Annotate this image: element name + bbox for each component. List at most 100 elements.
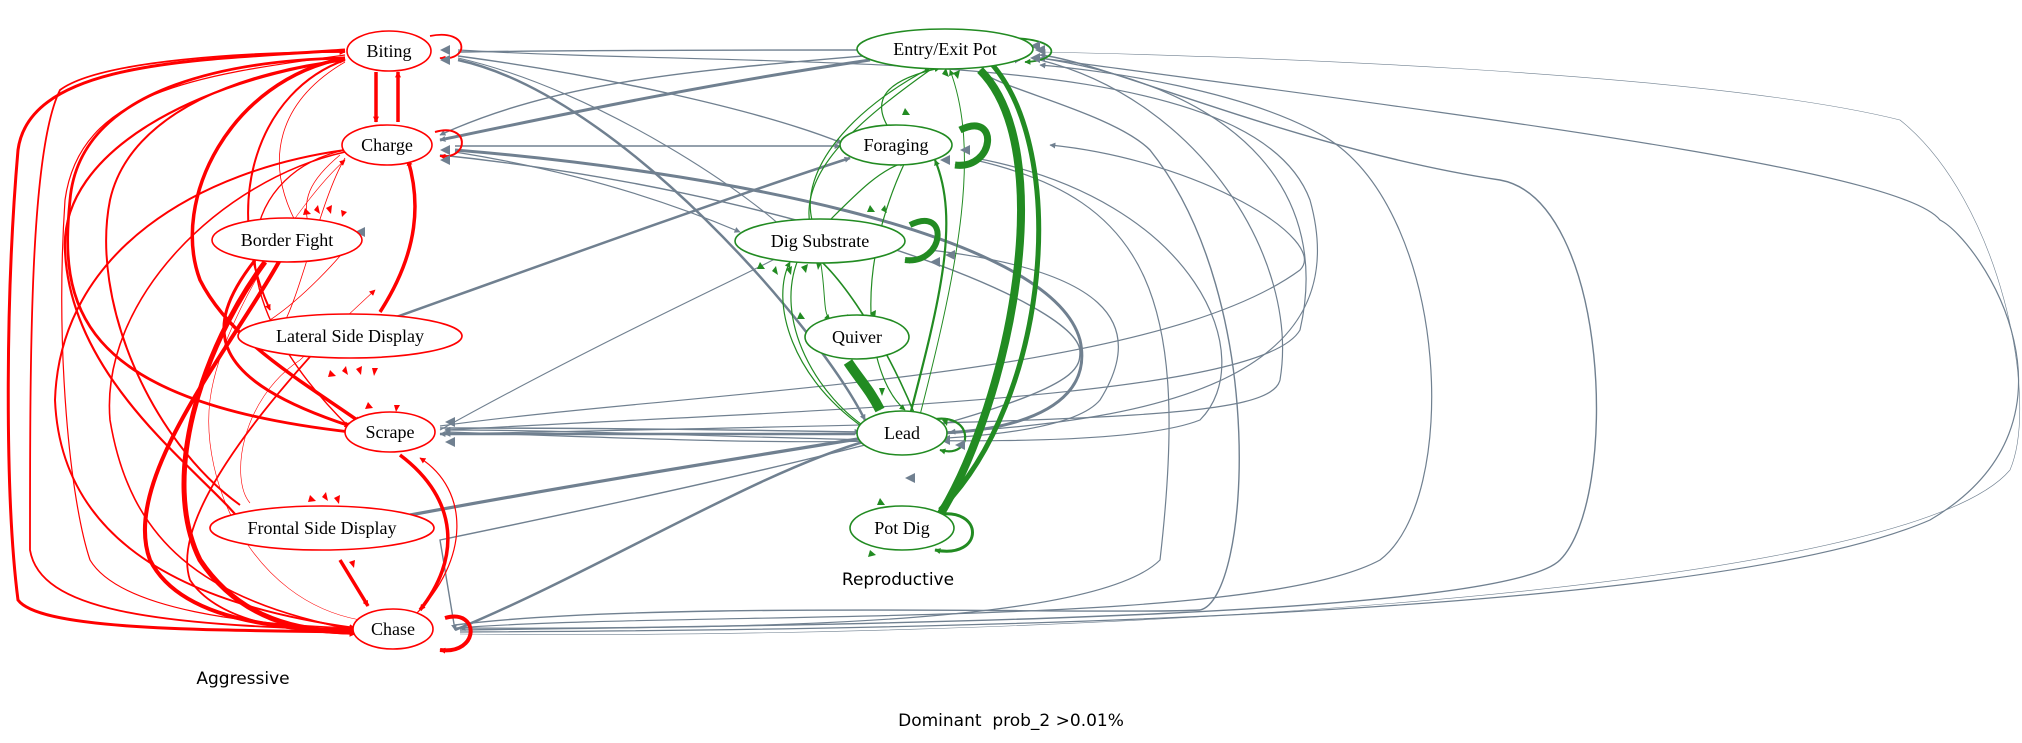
node-ellipse bbox=[734, 218, 906, 264]
aggressive-edges bbox=[6, 33, 473, 654]
edge bbox=[66, 56, 351, 435]
edge bbox=[790, 254, 871, 431]
edge bbox=[439, 249, 791, 431]
edge bbox=[6, 48, 356, 635]
edge bbox=[454, 438, 871, 632]
edge bbox=[938, 60, 1042, 512]
edge bbox=[454, 62, 1433, 629]
node-chase: Chase bbox=[352, 608, 434, 650]
node-label: Foraging bbox=[864, 135, 929, 155]
node-lateral: Lateral Side Display bbox=[237, 313, 463, 359]
node-ellipse bbox=[856, 28, 1034, 70]
node-ellipse bbox=[209, 505, 435, 551]
edge bbox=[929, 417, 967, 455]
node-label: Lateral Side Display bbox=[276, 326, 424, 346]
node-label: Lead bbox=[884, 423, 920, 443]
edge bbox=[429, 33, 463, 62]
edge bbox=[190, 56, 362, 424]
cross-group-edges bbox=[387, 47, 2020, 635]
edge bbox=[439, 142, 1305, 427]
edge bbox=[919, 69, 965, 416]
edge bbox=[843, 359, 885, 413]
node-label: Pot Dig bbox=[874, 518, 930, 538]
node-label: Scrape bbox=[366, 422, 415, 442]
caption: Dominant prob_2 >0.01% bbox=[898, 711, 1124, 731]
edge bbox=[870, 161, 906, 411]
edge bbox=[439, 154, 1081, 631]
edge bbox=[444, 57, 1307, 433]
node-label: Border Fight bbox=[241, 230, 334, 250]
edge bbox=[398, 453, 450, 612]
node-label: Chase bbox=[371, 619, 415, 639]
edge bbox=[459, 55, 2019, 633]
node-biting: Biting bbox=[346, 30, 432, 72]
group-label-reproductive: Reproductive bbox=[842, 570, 954, 590]
group-label-aggressive: Aggressive bbox=[196, 669, 289, 689]
nodes: Biting Charge Border Fight Lateral Side Dis… bbox=[209, 28, 1034, 650]
node-ellipse bbox=[839, 124, 953, 166]
edge bbox=[409, 434, 871, 517]
edge bbox=[29, 49, 356, 631]
edge bbox=[904, 217, 941, 264]
node-label: Entry/Exit Pot bbox=[893, 39, 997, 59]
node-label: Biting bbox=[366, 41, 411, 61]
node-dig: Dig Substrate bbox=[734, 218, 906, 264]
node-entry: Entry/Exit Pot bbox=[856, 28, 1034, 70]
node-quiver: Quiver bbox=[804, 314, 910, 360]
node-label: Frontal Side Display bbox=[248, 518, 397, 538]
node-ellipse bbox=[804, 314, 910, 360]
edge bbox=[222, 259, 351, 428]
edge bbox=[454, 57, 1240, 626]
reproductive-edges bbox=[782, 37, 1053, 554]
edge bbox=[454, 151, 741, 233]
edge bbox=[457, 49, 1318, 435]
edge bbox=[459, 52, 1598, 631]
edge bbox=[880, 66, 941, 131]
edge bbox=[908, 159, 948, 416]
edge bbox=[936, 67, 1025, 518]
node-ellipse bbox=[211, 217, 363, 263]
edge bbox=[439, 54, 876, 136]
node-ellipse bbox=[849, 505, 955, 551]
node-label: Charge bbox=[361, 135, 413, 155]
edge bbox=[254, 149, 351, 429]
node-lead: Lead bbox=[856, 410, 948, 456]
edge bbox=[457, 47, 869, 54]
node-ellipse bbox=[856, 410, 948, 456]
edge bbox=[459, 49, 2020, 635]
node-label: Dig Substrate bbox=[771, 231, 870, 251]
edge bbox=[954, 122, 992, 169]
edge bbox=[454, 148, 1084, 436]
edge bbox=[414, 457, 458, 616]
edge bbox=[782, 261, 871, 433]
edge bbox=[181, 260, 356, 635]
node-scrape: Scrape bbox=[344, 411, 436, 453]
edge bbox=[279, 61, 346, 231]
edge bbox=[439, 58, 871, 142]
edge bbox=[105, 57, 346, 506]
edge bbox=[459, 159, 1170, 632]
stubs-green bbox=[757, 68, 960, 557]
arrowhead-stubs bbox=[303, 41, 1045, 568]
edge bbox=[186, 334, 356, 637]
edge bbox=[387, 156, 851, 322]
node-potdig: Pot Dig bbox=[849, 505, 955, 551]
edge bbox=[444, 249, 1119, 443]
edge bbox=[457, 55, 843, 144]
edge bbox=[934, 512, 974, 554]
node-charge: Charge bbox=[341, 124, 433, 166]
node-ellipse bbox=[346, 30, 432, 72]
node-frontal: Frontal Side Display bbox=[209, 505, 435, 551]
edge bbox=[108, 151, 356, 632]
node-ellipse bbox=[352, 608, 434, 650]
node-ellipse bbox=[341, 124, 433, 166]
edge bbox=[439, 614, 473, 654]
edge bbox=[240, 289, 376, 504]
edge bbox=[444, 157, 1223, 442]
edge bbox=[457, 58, 867, 421]
node-border-fight: Border Fight bbox=[211, 217, 363, 263]
node-ellipse bbox=[344, 411, 436, 453]
node-ellipse bbox=[237, 313, 463, 359]
node-foraging: Foraging bbox=[839, 124, 953, 166]
